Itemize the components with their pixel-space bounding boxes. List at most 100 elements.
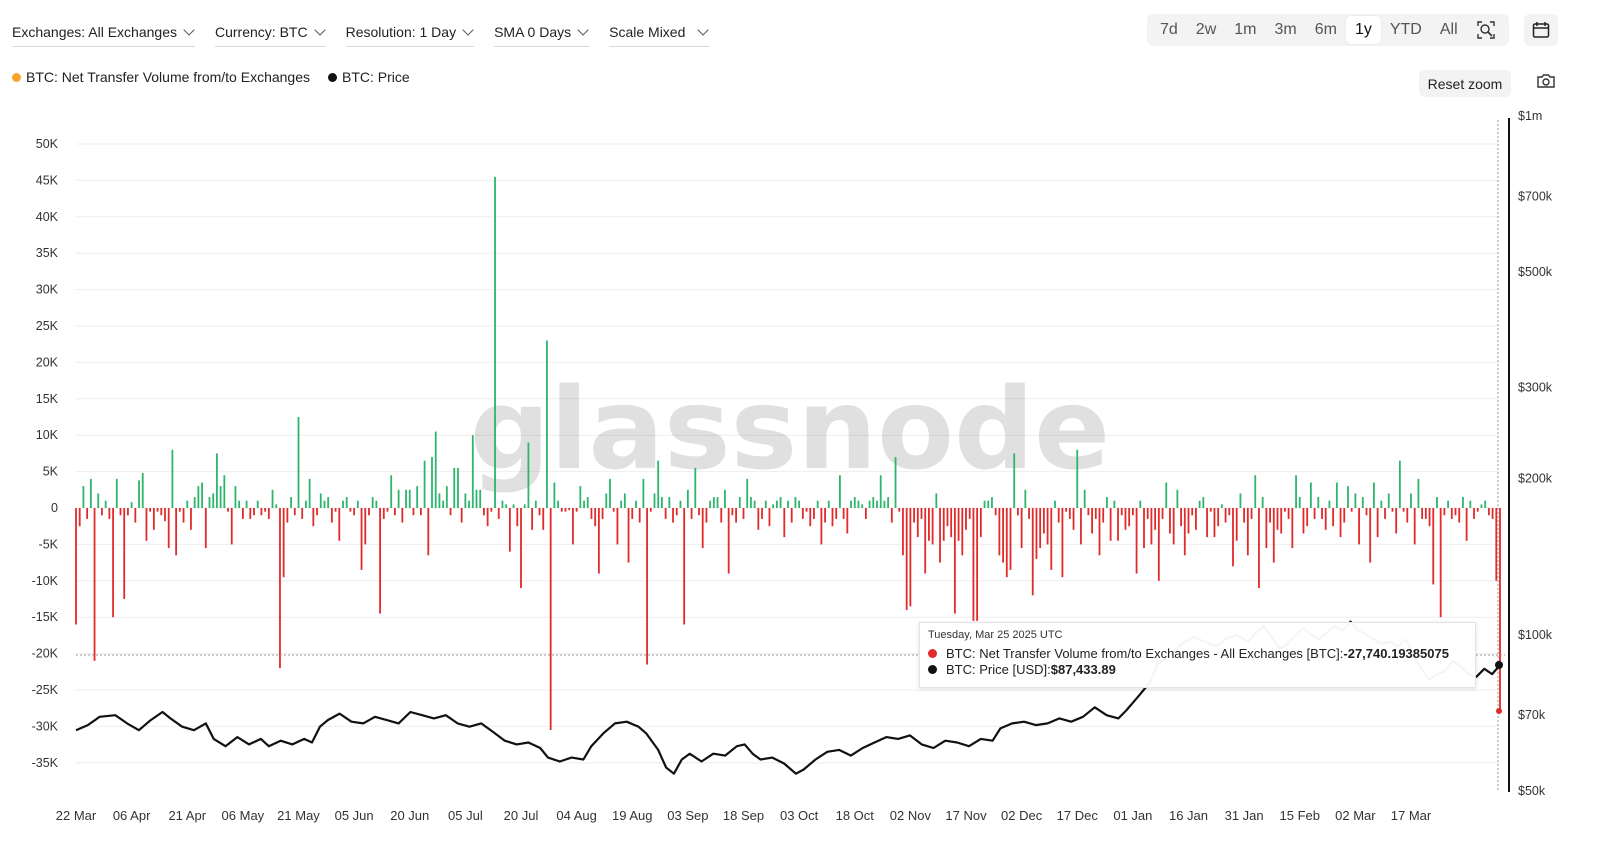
- netflow-bar: [1402, 508, 1405, 512]
- currency-dropdown[interactable]: Currency: BTC: [215, 18, 326, 47]
- netflow-bar: [534, 500, 537, 508]
- netflow-bar: [1432, 508, 1435, 585]
- range-7d-button[interactable]: 7d: [1160, 21, 1178, 38]
- netflow-bar: [557, 500, 559, 508]
- netflow-bar: [620, 500, 623, 508]
- netflow-bar: [256, 500, 259, 508]
- x-tick-label: 05 Jul: [448, 808, 483, 823]
- netflow-bar: [564, 508, 567, 512]
- netflow-bar: [953, 508, 956, 614]
- netflow-bar: [1439, 508, 1442, 618]
- x-tick-label: 03 Oct: [780, 808, 819, 823]
- netflow-bar: [86, 508, 89, 519]
- netflow-bar: [1395, 508, 1398, 534]
- netflow-bar: [649, 508, 652, 512]
- netflow-bar: [1057, 508, 1060, 523]
- x-tick-label: 18 Sep: [723, 808, 764, 823]
- netflow-bar: [1195, 508, 1197, 530]
- exchanges-dropdown[interactable]: Exchanges: All Exchanges: [12, 18, 195, 47]
- netflow-bar: [850, 500, 852, 508]
- netflow-bar: [1258, 508, 1260, 589]
- legend-item-netflow[interactable]: BTC: Net Transfer Volume from/to Exchang…: [12, 69, 310, 85]
- netflow-bar: [282, 508, 285, 578]
- netflow-bar: [264, 508, 267, 512]
- netflow-bar: [935, 493, 938, 508]
- range-1m-button[interactable]: 1m: [1234, 21, 1257, 38]
- netflow-bar: [1083, 489, 1086, 508]
- netflow-bar: [1228, 508, 1231, 516]
- netflow-bar: [1369, 508, 1372, 563]
- netflow-bar: [913, 508, 915, 523]
- zoom-select-button[interactable]: [1467, 16, 1505, 44]
- netflow-bar: [857, 500, 860, 508]
- netflow-bar: [319, 493, 322, 508]
- netflow-bar: [1298, 497, 1301, 508]
- reset-zoom-button[interactable]: Reset zoom: [1419, 70, 1511, 97]
- right-tick-label: $200k: [1518, 472, 1553, 486]
- x-tick-label: 04 Aug: [556, 808, 597, 823]
- range-2w-button[interactable]: 2w: [1195, 21, 1217, 38]
- netflow-bar: [149, 508, 152, 512]
- x-tick-label: 17 Mar: [1391, 808, 1432, 823]
- netflow-bar: [601, 508, 604, 519]
- scale-dropdown[interactable]: Scale Mixed: [609, 18, 710, 47]
- netflow-bar: [724, 489, 726, 508]
- netflow-bar: [1350, 508, 1353, 512]
- range-ytd-button[interactable]: YTD: [1389, 21, 1422, 38]
- netflow-bar: [720, 508, 723, 523]
- sma-dropdown[interactable]: SMA 0 Days: [494, 18, 590, 47]
- screenshot-button[interactable]: [1536, 72, 1556, 95]
- netflow-bar: [390, 475, 393, 508]
- range-all-button[interactable]: All: [1439, 21, 1458, 38]
- y-tick-label: 45K: [36, 173, 59, 187]
- netflow-bar: [775, 500, 778, 508]
- right-tick-label: $70k: [1518, 708, 1546, 722]
- netflow-bar: [623, 493, 626, 508]
- sma-dropdown-label: SMA 0 Days: [494, 24, 572, 40]
- resolution-dropdown[interactable]: Resolution: 1 Day: [345, 18, 475, 47]
- netflow-bar: [523, 504, 526, 508]
- netflow-bar: [1076, 449, 1079, 508]
- netflow-bar: [1480, 504, 1483, 508]
- netflow-bar: [928, 508, 930, 541]
- netflow-bar: [1272, 508, 1275, 563]
- calendar-button[interactable]: [1524, 14, 1558, 46]
- netflow-bar: [902, 508, 904, 556]
- netflow-bar: [1276, 508, 1279, 530]
- range-3m-button[interactable]: 3m: [1274, 21, 1297, 38]
- netflow-bar: [690, 508, 693, 519]
- netflow-bar: [638, 508, 641, 523]
- netflow-bar: [553, 482, 556, 508]
- netflow-bar: [423, 460, 426, 508]
- netflow-bar: [731, 508, 734, 516]
- netflow-bar: [1339, 508, 1342, 538]
- netflow-bar: [1120, 508, 1123, 516]
- netflow-bar: [371, 497, 374, 508]
- netflow-bar: [942, 508, 945, 541]
- y-tick-label: -20K: [32, 647, 59, 661]
- netflow-bar: [186, 500, 189, 508]
- netflow-bar: [1165, 482, 1168, 508]
- legend-item-price[interactable]: BTC: Price: [328, 69, 410, 85]
- netflow-bar: [1476, 508, 1479, 512]
- range-1y-button[interactable]: 1y: [1345, 16, 1381, 44]
- netflow-bar: [750, 497, 752, 508]
- netflow-bar: [1384, 508, 1386, 519]
- netflow-bar: [275, 504, 278, 508]
- tooltip-price-row: BTC: Price [USD]: $87,433.89: [928, 662, 1116, 677]
- netflow-bar: [905, 508, 908, 610]
- netflow-bar: [746, 478, 749, 508]
- netflow-bar: [512, 504, 515, 508]
- netflow-bar: [334, 508, 337, 512]
- netflow-bar: [979, 508, 982, 538]
- netflow-bar: [627, 508, 630, 563]
- netflow-bar: [657, 460, 660, 508]
- netflow-bar: [1068, 508, 1071, 519]
- range-6m-button[interactable]: 6m: [1314, 21, 1337, 38]
- y-tick-label: 10K: [36, 428, 59, 442]
- y-tick-label: -35K: [32, 756, 59, 770]
- netflow-bar: [631, 508, 634, 519]
- netflow-bar: [653, 493, 656, 508]
- netflow-bar: [1458, 508, 1461, 523]
